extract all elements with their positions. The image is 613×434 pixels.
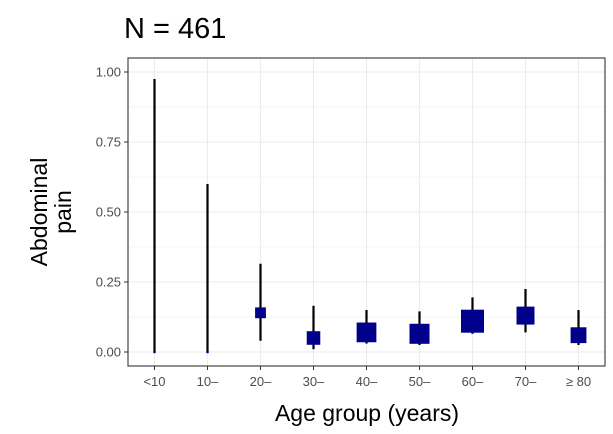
x-axis-title: Age group (years) xyxy=(275,400,459,426)
y-tick-label: 0.00 xyxy=(96,345,121,360)
point-marker xyxy=(206,350,209,354)
x-tick-label: <10 xyxy=(143,374,165,389)
point-marker xyxy=(409,323,430,344)
y-axis-title-line2: pain xyxy=(50,190,76,233)
x-tick-label: 50– xyxy=(409,374,431,389)
point-marker xyxy=(356,322,377,343)
point-marker xyxy=(153,350,156,354)
point-marker xyxy=(570,327,587,344)
x-tick-label: 70– xyxy=(515,374,537,389)
point-marker xyxy=(306,331,321,345)
point-marker xyxy=(516,306,535,325)
y-axis-title-line1: Abdominal xyxy=(26,158,52,267)
x-tick-label: 30– xyxy=(303,374,325,389)
x-tick-label: 10– xyxy=(197,374,219,389)
y-tick-label: 0.25 xyxy=(96,275,121,290)
y-tick-label: 1.00 xyxy=(96,65,121,80)
x-tick-label: 20– xyxy=(250,374,272,389)
y-tick-label: 0.75 xyxy=(96,135,121,150)
panel-border xyxy=(127,57,606,367)
point-marker xyxy=(255,307,266,319)
plot-panel: 0.00 0.25 0.50 0.75 1.00 <10 10– 20– 30– 40– 50– 60… xyxy=(96,57,606,389)
x-tick-label: 60– xyxy=(462,374,484,389)
y-tick-label: 0.50 xyxy=(96,205,121,220)
chart-title: N = 461 xyxy=(124,13,226,45)
x-tick-label: ≥ 80 xyxy=(566,374,591,389)
point-marker xyxy=(461,309,484,333)
x-tick-label: 40– xyxy=(356,374,378,389)
